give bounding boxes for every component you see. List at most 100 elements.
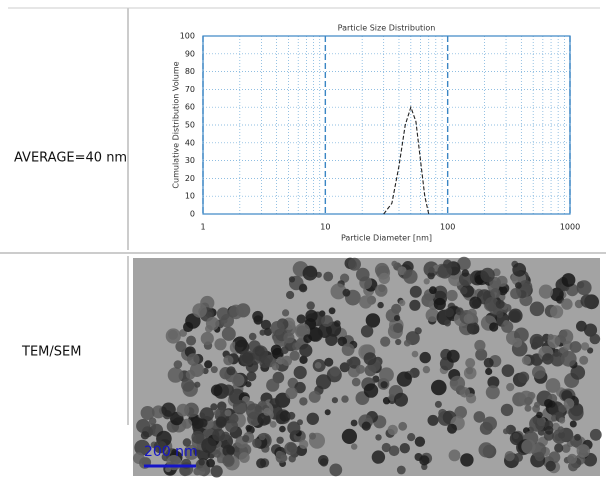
particle bbox=[399, 299, 406, 307]
particle bbox=[545, 378, 561, 393]
particle bbox=[394, 392, 408, 407]
particle bbox=[342, 288, 351, 297]
particle bbox=[399, 443, 410, 454]
particle bbox=[339, 362, 350, 373]
particle bbox=[363, 352, 377, 366]
particle bbox=[500, 403, 514, 417]
particle bbox=[252, 438, 262, 449]
particle bbox=[431, 379, 447, 396]
particle bbox=[280, 454, 288, 462]
particle bbox=[210, 366, 218, 374]
particle bbox=[378, 272, 390, 285]
particle bbox=[478, 442, 494, 458]
particle bbox=[329, 463, 343, 477]
particle bbox=[524, 404, 532, 412]
particle bbox=[165, 466, 172, 473]
particle bbox=[216, 307, 230, 321]
particle bbox=[361, 421, 371, 431]
particle bbox=[204, 360, 213, 369]
particle bbox=[419, 351, 431, 364]
particle bbox=[363, 383, 379, 398]
particle bbox=[306, 301, 315, 310]
x-tick-label: 100 bbox=[440, 223, 455, 232]
particle bbox=[460, 453, 474, 467]
particle bbox=[558, 329, 574, 345]
chart-title: Particle Size Distribution bbox=[338, 24, 436, 33]
particle bbox=[465, 358, 476, 368]
particle bbox=[568, 405, 584, 421]
x-tick-label: 1 bbox=[200, 223, 205, 232]
particle bbox=[529, 333, 544, 349]
particle bbox=[515, 282, 522, 289]
particle bbox=[315, 374, 332, 390]
particle bbox=[446, 289, 458, 302]
particle bbox=[569, 420, 577, 428]
particle bbox=[330, 283, 347, 300]
particle bbox=[165, 328, 181, 344]
x-tick-label: 10 bbox=[320, 223, 330, 232]
particle bbox=[403, 269, 418, 284]
particle bbox=[284, 441, 298, 456]
particle bbox=[331, 397, 338, 404]
particle bbox=[561, 273, 576, 287]
particle bbox=[484, 297, 499, 311]
particle bbox=[583, 323, 598, 337]
particle bbox=[506, 383, 515, 392]
particle bbox=[181, 418, 193, 429]
particle bbox=[245, 424, 252, 432]
particle bbox=[423, 278, 430, 285]
particle bbox=[554, 443, 564, 453]
particle bbox=[298, 284, 308, 293]
particle bbox=[283, 332, 295, 344]
particle bbox=[480, 267, 495, 283]
particle bbox=[538, 284, 554, 299]
particle bbox=[517, 371, 530, 383]
particle bbox=[407, 433, 416, 442]
particle bbox=[427, 272, 435, 280]
particle bbox=[461, 269, 469, 277]
particle bbox=[299, 397, 308, 406]
particle bbox=[299, 439, 309, 449]
particle bbox=[224, 409, 232, 417]
particle bbox=[238, 452, 250, 463]
particle bbox=[296, 314, 306, 324]
particle bbox=[587, 347, 594, 354]
particle bbox=[348, 257, 361, 271]
particle bbox=[314, 362, 322, 369]
particle bbox=[382, 397, 391, 405]
particle bbox=[309, 432, 316, 440]
particle bbox=[558, 417, 566, 424]
particle bbox=[449, 375, 466, 392]
particle bbox=[521, 355, 532, 365]
y-tick-label: 50 bbox=[185, 121, 195, 130]
particle bbox=[521, 439, 536, 454]
particle bbox=[391, 260, 398, 267]
particle bbox=[380, 336, 391, 347]
particle bbox=[485, 385, 500, 400]
particle bbox=[271, 363, 280, 371]
particle bbox=[576, 280, 592, 296]
particle bbox=[302, 265, 318, 281]
particle bbox=[448, 449, 461, 462]
particle bbox=[231, 373, 245, 387]
particle bbox=[200, 331, 214, 346]
particle bbox=[394, 315, 401, 322]
particle bbox=[425, 308, 440, 323]
particle bbox=[475, 348, 488, 361]
particle bbox=[325, 333, 338, 346]
particle bbox=[454, 406, 468, 419]
particle bbox=[212, 428, 226, 442]
particle bbox=[428, 266, 435, 274]
particle bbox=[282, 309, 290, 317]
particle bbox=[568, 461, 579, 472]
particle bbox=[280, 346, 289, 354]
particle bbox=[465, 367, 474, 375]
particle bbox=[496, 310, 504, 318]
particle bbox=[183, 321, 194, 333]
particle bbox=[393, 322, 404, 334]
particle bbox=[589, 428, 602, 441]
particle bbox=[194, 381, 201, 388]
particle bbox=[375, 434, 382, 441]
particle bbox=[489, 322, 499, 332]
particle bbox=[433, 297, 446, 311]
